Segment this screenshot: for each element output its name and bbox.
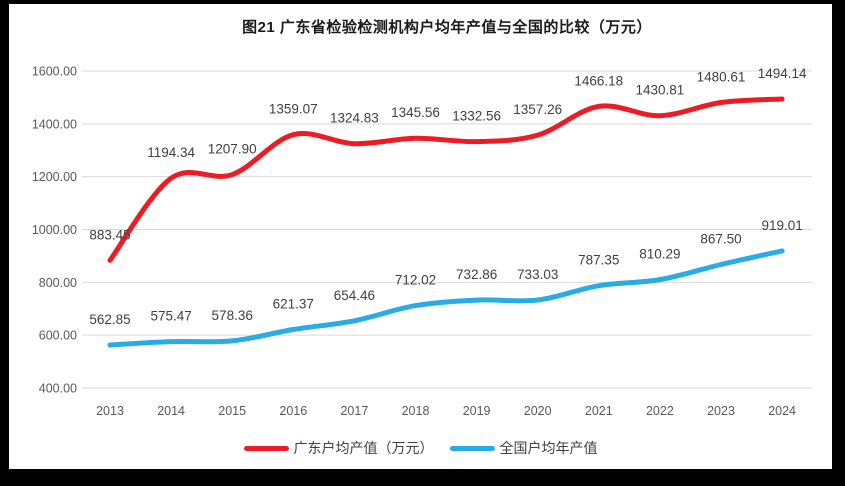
x-tick-label: 2018 (402, 404, 430, 418)
x-tick-label: 2017 (340, 404, 368, 418)
data-point-label: 575.47 (150, 309, 191, 324)
data-point-label: 562.85 (89, 312, 130, 327)
data-point-label: 732.86 (456, 267, 497, 282)
x-tick-label: 2021 (585, 404, 613, 418)
data-point-label: 1324.83 (330, 111, 379, 126)
data-point-label: 1430.81 (635, 83, 684, 98)
legend-label-national: 全国户均年产值 (499, 440, 598, 456)
data-point-label: 1359.07 (269, 102, 318, 117)
data-point-label: 1207.90 (208, 142, 257, 157)
data-point-label: 810.29 (639, 247, 680, 262)
legend-item-national: 全国户均年产值 (449, 438, 598, 458)
x-tick-label: 2013 (96, 404, 124, 418)
y-tick-label: 1200.00 (32, 170, 77, 184)
legend-item-guangdong: 广东户均产值（万元） (243, 438, 434, 458)
data-point-label: 1357.26 (513, 102, 562, 117)
x-tick-label: 2023 (707, 404, 735, 418)
legend-label-guangdong: 广东户均产值（万元） (293, 440, 434, 456)
x-tick-label: 2016 (279, 404, 307, 418)
data-point-label: 712.02 (395, 273, 436, 288)
legend-line-swatch-guangdong (243, 445, 289, 451)
series-line-1 (107, 248, 785, 348)
y-tick-label: 400.00 (39, 382, 77, 396)
data-point-label: 578.36 (212, 308, 253, 323)
data-point-label: 654.46 (334, 288, 375, 303)
data-point-label: 1332.56 (452, 109, 501, 124)
y-tick-label: 1000.00 (32, 223, 77, 237)
line-chart-plot: 400.00 600.00 800.00 1000.00 1200.00 1400.00 1… (32, 64, 812, 418)
data-point-label: 867.50 (700, 232, 741, 247)
data-point-label: 1494.14 (758, 66, 807, 81)
chart-title: 图21 广东省检验检测机构户均年产值与全国的比较（万元） (242, 19, 652, 36)
data-point-label: 1345.56 (391, 105, 440, 120)
y-tick-label: 1400.00 (32, 117, 77, 131)
data-point-label: 919.01 (761, 218, 802, 233)
data-point-label: 1480.61 (697, 70, 746, 85)
data-point-label: 1466.18 (574, 73, 623, 88)
y-tick-label: 1600.00 (32, 64, 77, 78)
chart-legend: 广东户均产值（万元） 全国户均年产值 (9, 438, 832, 458)
x-tick-label: 2024 (768, 404, 796, 418)
series-line-0 (107, 96, 785, 263)
data-point-label: 787.35 (578, 253, 619, 268)
x-tick-label: 2019 (463, 404, 491, 418)
legend-line-swatch-national (449, 445, 495, 451)
x-tick-label: 2014 (157, 404, 185, 418)
data-point-label: 1194.34 (147, 145, 195, 160)
y-tick-label: 800.00 (39, 276, 77, 290)
x-tick-label: 2020 (524, 404, 552, 418)
data-point-label: 733.03 (517, 267, 558, 282)
x-tick-label: 2022 (646, 404, 674, 418)
chart-area: 图21 广东省检验检测机构户均年产值与全国的比较（万元） 400.00 600.0… (9, 4, 832, 469)
data-point-label: 621.37 (273, 297, 314, 312)
y-tick-label: 600.00 (39, 329, 77, 343)
x-tick-label: 2015 (218, 404, 246, 418)
data-point-label: 883.45 (89, 227, 130, 242)
